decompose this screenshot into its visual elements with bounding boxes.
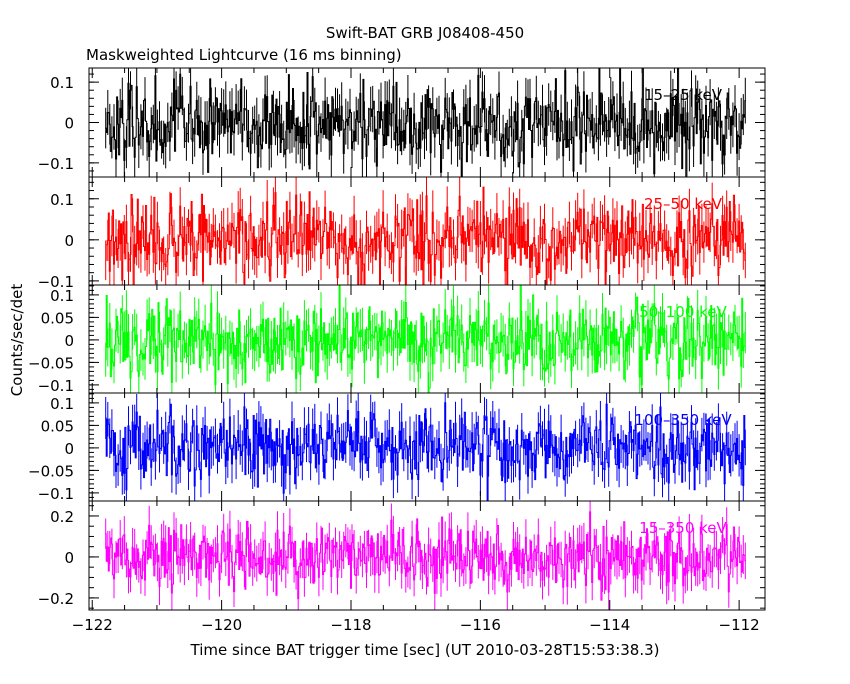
y-tick-label: 0.2 [50,508,74,526]
series-line-0 [105,67,746,178]
x-axis-label: Time since BAT trigger time [sec] (UT 20… [190,641,660,659]
series-line-4 [105,511,746,601]
series-label: 15–25 keV [644,86,723,104]
y-tick-label: 0.05 [41,309,74,327]
y-tick-label: −0.1 [38,273,74,291]
y-tick-label: −0.1 [38,485,74,503]
x-tick-label: −112 [719,616,760,634]
y-tick-label: 0.05 [41,417,74,435]
y-tick-label: 0 [64,440,74,458]
series-label: 50–100 keV [639,303,727,321]
y-tick-label: −0.1 [38,377,74,395]
series-line-2 [105,284,746,394]
chart-subtitle: Maskweighted Lightcurve (16 ms binning) [86,46,402,64]
series-label: 100–350 keV [634,411,732,429]
chart-title: Swift-BAT GRB J08408-450 [326,24,524,42]
y-tick-label: 0.1 [50,191,74,209]
series-line-1 [105,186,746,286]
x-tick-label: −122 [72,616,113,634]
panel-frame [88,500,766,611]
series-line-3 [105,402,746,501]
y-axis-label: Counts/sec/det [8,284,26,397]
y-tick-label: 0 [64,115,74,133]
y-tick-label: −0.2 [38,590,74,608]
y-tick-label: 0.1 [50,74,74,92]
y-tick-label: 0 [64,332,74,350]
x-tick-label: −120 [201,616,242,634]
y-tick-label: 0.1 [50,395,74,413]
series-label: 25–50 keV [644,195,723,213]
y-tick-label: −0.05 [28,462,74,480]
y-tick-label: −0.1 [38,155,74,173]
y-tick-label: −0.05 [28,354,74,372]
x-tick-label: −116 [460,616,501,634]
x-tick-label: −118 [330,616,371,634]
series-label: 15–350 keV [639,519,727,537]
y-tick-label: 0.1 [50,287,74,305]
y-tick-label: 0 [64,549,74,567]
x-tick-label: −114 [589,616,630,634]
y-tick-label: 0 [64,232,74,250]
